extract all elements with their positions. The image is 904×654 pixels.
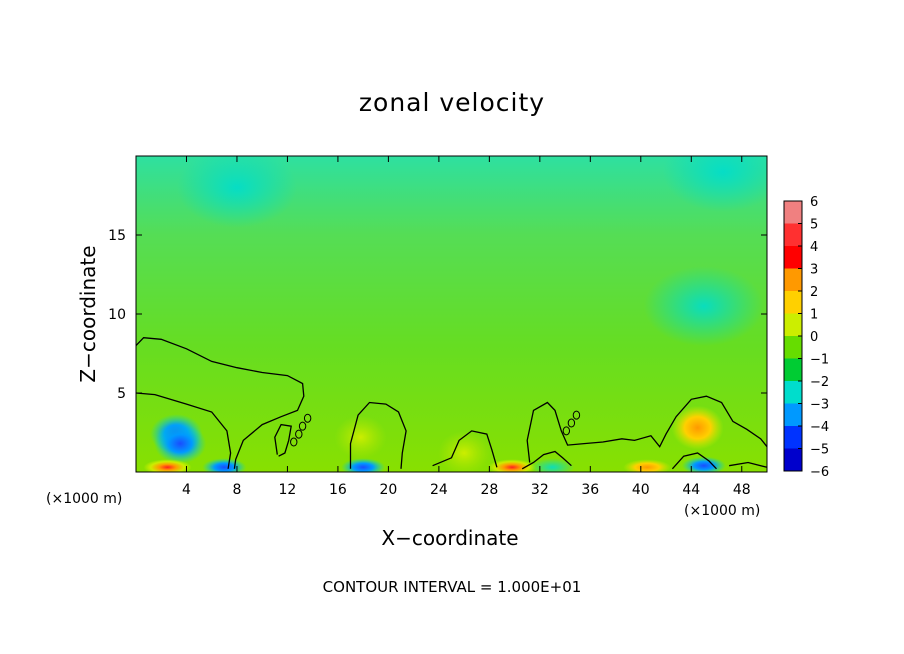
colorbar-label: 2: [810, 285, 818, 300]
field-feature-positive-7: [488, 459, 537, 472]
field-feature-negative-13: [662, 156, 767, 212]
y-tick-label: 5: [117, 386, 126, 402]
colorbar-swatch: [784, 246, 802, 269]
field-feature-positive-4: [334, 415, 387, 460]
zero-contour-6: [521, 450, 572, 470]
colorbar-swatch: [784, 291, 802, 314]
x-tick-label: 28: [480, 482, 498, 498]
colorbar-swatch: [784, 403, 802, 426]
contour-label-loop-1: [295, 429, 303, 439]
x-tick-label: 44: [682, 482, 700, 498]
x-axis-label: X−coordinate: [381, 526, 519, 550]
x-tick-label: 8: [232, 482, 241, 498]
x-tick-label: 4: [182, 482, 191, 498]
y-tick-label: 10: [108, 307, 126, 323]
field-feature-positive-10: [671, 405, 724, 450]
colorbar-label: −4: [810, 420, 829, 435]
zero-contour-3: [349, 401, 407, 469]
zero-contour-4: [432, 430, 498, 468]
field-feature-negative-3: [202, 458, 247, 472]
x-tick-label: 24: [430, 482, 448, 498]
field-feature-negative-14: [176, 156, 297, 228]
x-tick-label: 36: [581, 482, 599, 498]
zero-contour-7: [671, 452, 717, 470]
colorbar-label: 6: [810, 195, 818, 210]
colorbar-label: −3: [810, 398, 829, 413]
x-axis: 4 8 12 16 20 24 28 32 36 40 44 48: [182, 156, 751, 498]
heatmap-field: [136, 156, 767, 472]
colorbar-swatch: [784, 426, 802, 449]
colorbar-swatch: [784, 381, 802, 404]
colorbar-swatch: [784, 448, 802, 471]
field-feature-negative-11: [681, 456, 726, 472]
colorbar-swatch: [784, 223, 802, 246]
field-feature-negative-1: [154, 423, 207, 464]
contour-label-loop-0: [290, 437, 298, 447]
field-feature-negative-5: [341, 458, 386, 472]
colorbar-swatch: [784, 268, 802, 291]
colorbar: 6 5 4 3 2 1 0 −1 −2 −3 −4 −5 −6: [783, 195, 829, 480]
colorbar-label: 0: [810, 330, 818, 345]
colorbar-swatch: [784, 201, 802, 224]
colorbar-label: 4: [810, 240, 818, 255]
y-axis: 5 10 15: [108, 228, 767, 402]
x-tick-label: 16: [329, 482, 347, 498]
colorbar-label: −1: [810, 353, 829, 368]
x-tick-label: 20: [379, 482, 397, 498]
chart-title: zonal velocity: [358, 88, 546, 117]
colorbar-label: 1: [810, 308, 818, 323]
colorbar-label: 5: [810, 218, 818, 233]
y-tick-label: 15: [108, 228, 126, 244]
colorbar-swatch: [784, 336, 802, 359]
x-tick-label: 12: [279, 482, 297, 498]
zero-contour-8: [728, 461, 768, 468]
y-axis-label: Z−coordinate: [76, 245, 100, 383]
contour-label-loop-2: [298, 421, 307, 431]
colorbar-swatch: [784, 358, 802, 381]
contour-interval-note: CONTOUR INTERVAL = 1.000E+01: [322, 578, 582, 596]
zero-contour-0: [135, 337, 305, 469]
colorbar-label: −6: [810, 465, 829, 480]
contour-label-loop-3: [303, 413, 312, 423]
contour-label-loop-5: [567, 418, 576, 428]
field-feature-negative-12: [643, 266, 764, 347]
colorbar-label: −5: [810, 443, 829, 458]
colorbar-swatch: [784, 313, 802, 336]
field-feature-positive-2: [143, 459, 192, 472]
field-feature-negative-8: [530, 458, 575, 472]
x-tick-label: 32: [531, 482, 549, 498]
contour-label-loop-6: [572, 410, 581, 420]
x-tick-label: 48: [733, 482, 751, 498]
field-feature-positive-9: [623, 459, 672, 472]
x-unit-left: (×1000 m): [46, 491, 123, 507]
zero-contour-5: [526, 395, 768, 463]
zero-contour-2: [274, 423, 292, 457]
x-unit-right: (×1000 m): [684, 503, 761, 519]
field-feature-positive-6: [438, 431, 491, 472]
colorbar-label: −2: [810, 375, 829, 390]
contour-label-loop-4: [562, 426, 571, 436]
x-tick-label: 40: [632, 482, 650, 498]
colorbar-label: 3: [810, 263, 818, 278]
contour-lines: [135, 337, 768, 470]
zero-contour-1: [135, 392, 232, 469]
